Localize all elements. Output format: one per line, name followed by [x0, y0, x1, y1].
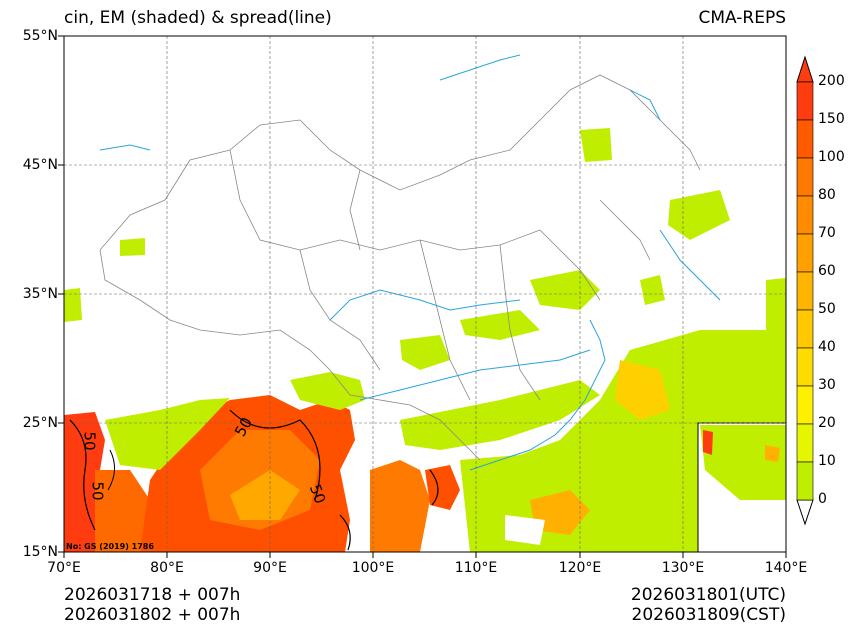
colorbar-max-arrow	[796, 55, 814, 83]
lat-label: 25°N	[22, 415, 58, 431]
lon-label: 130°E	[661, 560, 705, 576]
spread-contour	[229, 409, 321, 501]
admin-borders	[99, 74, 701, 461]
shading-arabian-sea	[64, 412, 105, 552]
lon-label: 100°E	[351, 560, 395, 576]
shading-indochina	[370, 460, 430, 552]
shading-japan-sea	[668, 190, 730, 240]
shading-korea	[640, 275, 665, 305]
contour-label: 50	[88, 481, 107, 501]
lon-label: 140°E	[764, 560, 808, 576]
shading-tibet-spot	[120, 238, 145, 256]
init-time-block: 2026031718 + 007h 2026031802 + 007h	[64, 585, 240, 625]
inset-red-spot	[703, 430, 713, 455]
shading-india-coast	[95, 470, 150, 552]
colorbar-label: 200	[818, 73, 845, 89]
inset-shading	[700, 425, 786, 500]
map-title: cin, EM (shaded) & spread(line)	[64, 8, 332, 28]
valid-cst: 2026031809(CST)	[631, 605, 786, 625]
colorbar-segment	[796, 461, 814, 501]
graticule	[64, 36, 786, 552]
spread-contour	[69, 419, 96, 531]
shading-pacific-yellow	[615, 360, 670, 420]
lon-label: 90°E	[253, 560, 287, 576]
shading-northeast	[580, 128, 612, 162]
shading-north-china	[530, 270, 600, 310]
colorbar-segment	[796, 157, 814, 197]
contour-label: 50	[80, 431, 99, 451]
shading-myanmar	[290, 372, 365, 410]
colorbar-label: 60	[818, 263, 836, 279]
lat-label: 55°N	[22, 28, 58, 44]
colorbar-segment	[796, 119, 814, 159]
map-approval-note: No: GS (2019) 1786	[66, 542, 154, 551]
colorbar-segment	[796, 347, 814, 387]
colorbar-segment	[796, 81, 814, 121]
lon-label: 110°E	[454, 560, 498, 576]
shading-bob-yellow	[230, 470, 300, 520]
init-cst: 2026031802 + 007h	[64, 605, 241, 625]
shading-yangtze	[400, 380, 600, 450]
colorbar-label: 20	[818, 415, 836, 431]
shading-india-green	[105, 398, 230, 470]
colorbar	[796, 55, 814, 526]
colorbar-label: 10	[818, 453, 836, 469]
shading-shandong	[460, 310, 540, 340]
colorbar-segment	[796, 309, 814, 349]
shading-sichuan	[400, 335, 450, 370]
colorbar-label: 30	[818, 377, 836, 393]
colorbar-label: 150	[818, 111, 845, 127]
colorbar-label: 50	[818, 301, 836, 317]
valid-time-block: 2026031801(UTC) 2026031809(CST)	[560, 585, 786, 625]
spread-contour	[339, 514, 351, 551]
lon-label: 120°E	[558, 560, 602, 576]
lat-label: 35°N	[22, 286, 58, 302]
colorbar-segment	[796, 271, 814, 311]
spread-contour	[107, 449, 115, 491]
shading-scs-white	[505, 515, 545, 545]
colorbar-segment	[796, 233, 814, 273]
colorbar-label: 0	[818, 491, 827, 507]
colorbar-label: 40	[818, 339, 836, 355]
colorbar-label: 100	[818, 149, 845, 165]
shading-scs-yellow	[530, 490, 590, 535]
lat-label: 45°N	[22, 157, 58, 173]
spread-contour	[429, 469, 439, 506]
colorbar-segment	[796, 385, 814, 425]
shading-east-edge	[766, 278, 786, 340]
shading-west-edge	[64, 288, 82, 322]
lon-label: 80°E	[150, 560, 184, 576]
inset-warm-spot	[765, 445, 780, 462]
colorbar-segment	[796, 195, 814, 235]
init-utc: 2026031718 + 007h	[64, 585, 241, 605]
rivers	[99, 54, 721, 471]
axis-ticks	[58, 35, 787, 558]
colorbar-min-arrow	[796, 499, 814, 526]
colorbar-label: 70	[818, 225, 836, 241]
colorbar-segment	[796, 423, 814, 463]
valid-utc: 2026031801(UTC)	[630, 585, 786, 605]
lon-label: 70°E	[47, 560, 81, 576]
colorbar-label: 80	[818, 187, 836, 203]
model-name: CMA-REPS	[698, 8, 786, 28]
lat-label: 15°N	[22, 544, 58, 560]
